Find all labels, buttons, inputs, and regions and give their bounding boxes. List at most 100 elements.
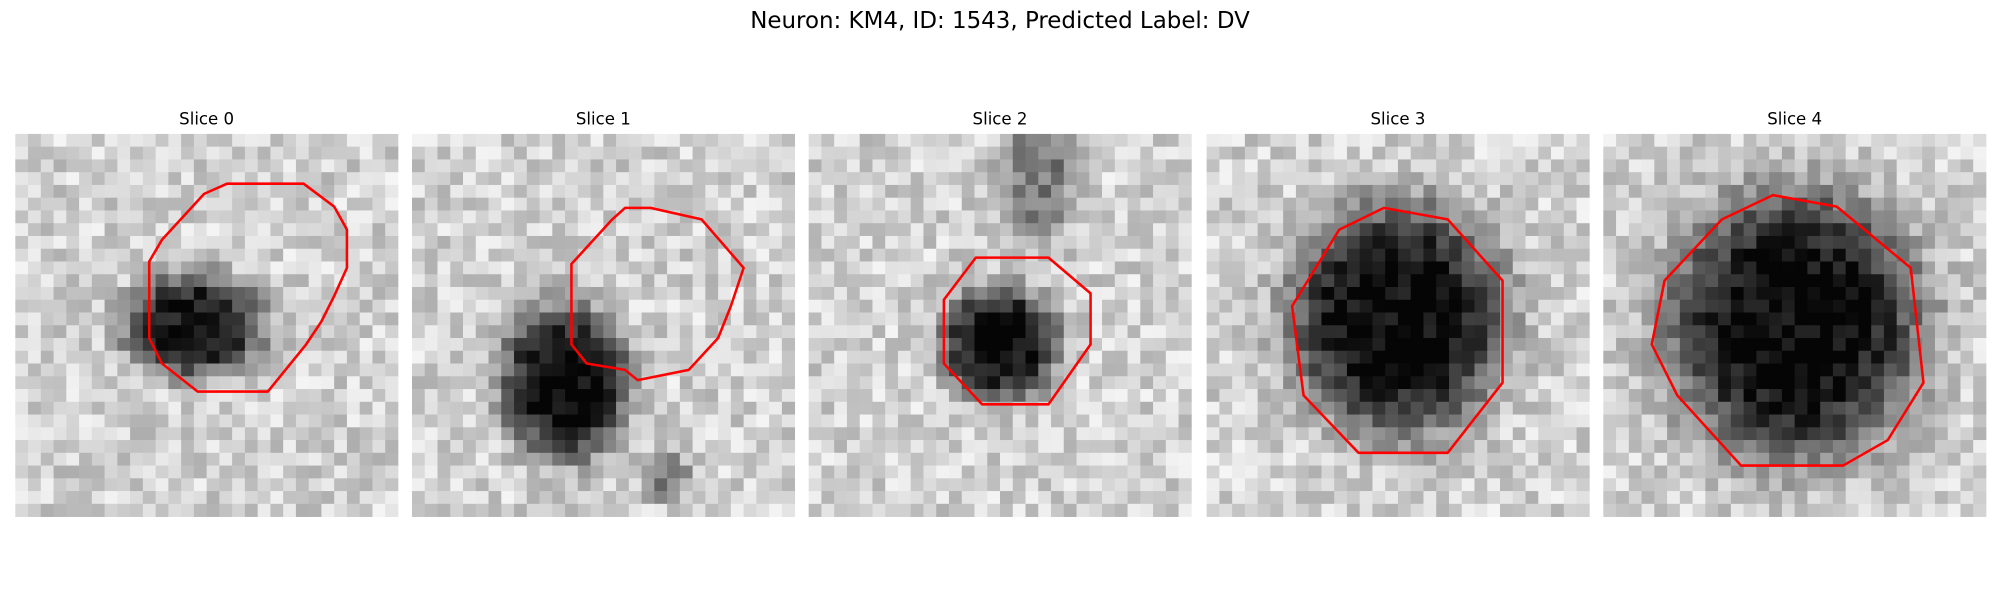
- image-pixel: [1140, 350, 1154, 364]
- image-pixel: [372, 248, 386, 262]
- image-pixel: [53, 146, 67, 160]
- image-pixel: [1667, 133, 1681, 148]
- image-pixel: [1973, 338, 1987, 352]
- image-pixel: [232, 172, 246, 186]
- image-pixel: [1308, 389, 1322, 403]
- image-pixel: [743, 465, 757, 479]
- image-pixel: [283, 401, 297, 415]
- image-pixel: [987, 414, 1001, 428]
- image-pixel: [846, 184, 861, 199]
- image-pixel: [346, 491, 361, 505]
- image-pixel: [1334, 478, 1348, 492]
- image-pixel: [781, 312, 796, 326]
- image-pixel: [859, 414, 873, 428]
- image-pixel: [514, 248, 528, 262]
- image-pixel: [1500, 146, 1514, 160]
- image-pixel: [321, 235, 335, 250]
- image-pixel: [1628, 401, 1642, 415]
- image-pixel: [1576, 235, 1590, 250]
- image-pixel: [1436, 350, 1450, 364]
- image-pixel: [730, 440, 745, 454]
- image-pixel: [1244, 389, 1259, 403]
- image-pixel: [1423, 235, 1437, 250]
- image-pixel: [91, 248, 105, 262]
- image-pixel: [501, 235, 515, 250]
- image-pixel: [577, 299, 591, 313]
- image-pixel: [66, 478, 80, 492]
- image-pixel: [1038, 286, 1052, 301]
- image-pixel: [501, 414, 515, 428]
- image-pixel: [1654, 376, 1668, 390]
- image-pixel: [232, 248, 246, 262]
- image-pixel: [488, 491, 502, 505]
- image-pixel: [834, 210, 848, 224]
- image-pixel: [1871, 197, 1885, 211]
- image-pixel: [463, 133, 477, 148]
- image-pixel: [974, 427, 988, 441]
- image-pixel: [1538, 414, 1552, 428]
- image-pixel: [1794, 338, 1808, 352]
- image-pixel: [1385, 325, 1399, 339]
- image-pixel: [936, 503, 950, 517]
- image-pixel: [270, 363, 284, 377]
- image-pixel: [1385, 338, 1399, 352]
- image-pixel: [1153, 274, 1167, 288]
- image-pixel: [1576, 325, 1590, 339]
- image-pixel: [28, 274, 42, 288]
- image-pixel: [730, 338, 745, 352]
- image-pixel: [79, 338, 93, 352]
- image-pixel: [244, 172, 259, 186]
- image-pixel: [859, 159, 873, 173]
- image-pixel: [1334, 465, 1348, 479]
- image-pixel: [1410, 389, 1424, 403]
- image-pixel: [1871, 338, 1885, 352]
- image-pixel: [1538, 286, 1552, 301]
- image-pixel: [359, 389, 373, 403]
- image-pixel: [1654, 338, 1668, 352]
- image-pixel: [948, 133, 963, 148]
- image-pixel: [679, 146, 693, 160]
- image-pixel: [781, 389, 796, 403]
- image-pixel: [168, 286, 182, 301]
- image-pixel: [1153, 401, 1167, 415]
- image-pixel: [769, 261, 783, 275]
- image-pixel: [1423, 274, 1437, 288]
- image-pixel: [411, 465, 426, 479]
- image-pixel: [232, 261, 246, 275]
- image-pixel: [1257, 286, 1271, 301]
- image-pixel: [769, 389, 783, 403]
- image-pixel: [501, 286, 515, 301]
- image-pixel: [244, 325, 259, 339]
- image-pixel: [821, 197, 835, 211]
- image-pixel: [346, 478, 361, 492]
- image-pixel: [1423, 350, 1437, 364]
- image-pixel: [1165, 478, 1179, 492]
- image-pixel: [808, 274, 822, 288]
- image-pixel: [40, 389, 54, 403]
- image-pixel: [769, 338, 783, 352]
- image-pixel: [1616, 414, 1630, 428]
- image-pixel: [1896, 350, 1910, 364]
- image-pixel: [424, 363, 438, 377]
- image-pixel: [1051, 210, 1065, 224]
- image-pixel: [1922, 350, 1936, 364]
- image-pixel: [1934, 197, 1949, 211]
- image-pixel: [1743, 248, 1757, 262]
- image-pixel: [257, 223, 271, 237]
- image-pixel: [1102, 159, 1116, 173]
- image-pixel: [1178, 159, 1192, 173]
- image-pixel: [53, 440, 67, 454]
- image-pixel: [616, 427, 630, 441]
- image-pixel: [1063, 389, 1077, 403]
- image-pixel: [1934, 223, 1949, 237]
- image-pixel: [1730, 350, 1745, 364]
- image-pixel: [1206, 172, 1220, 186]
- image-pixel: [193, 312, 208, 326]
- image-pixel: [66, 363, 80, 377]
- image-pixel: [1807, 261, 1821, 275]
- image-pixel: [756, 312, 770, 326]
- image-pixel: [667, 274, 681, 288]
- image-pixel: [1832, 223, 1847, 237]
- image-pixel: [1295, 491, 1310, 505]
- image-pixel: [1257, 197, 1271, 211]
